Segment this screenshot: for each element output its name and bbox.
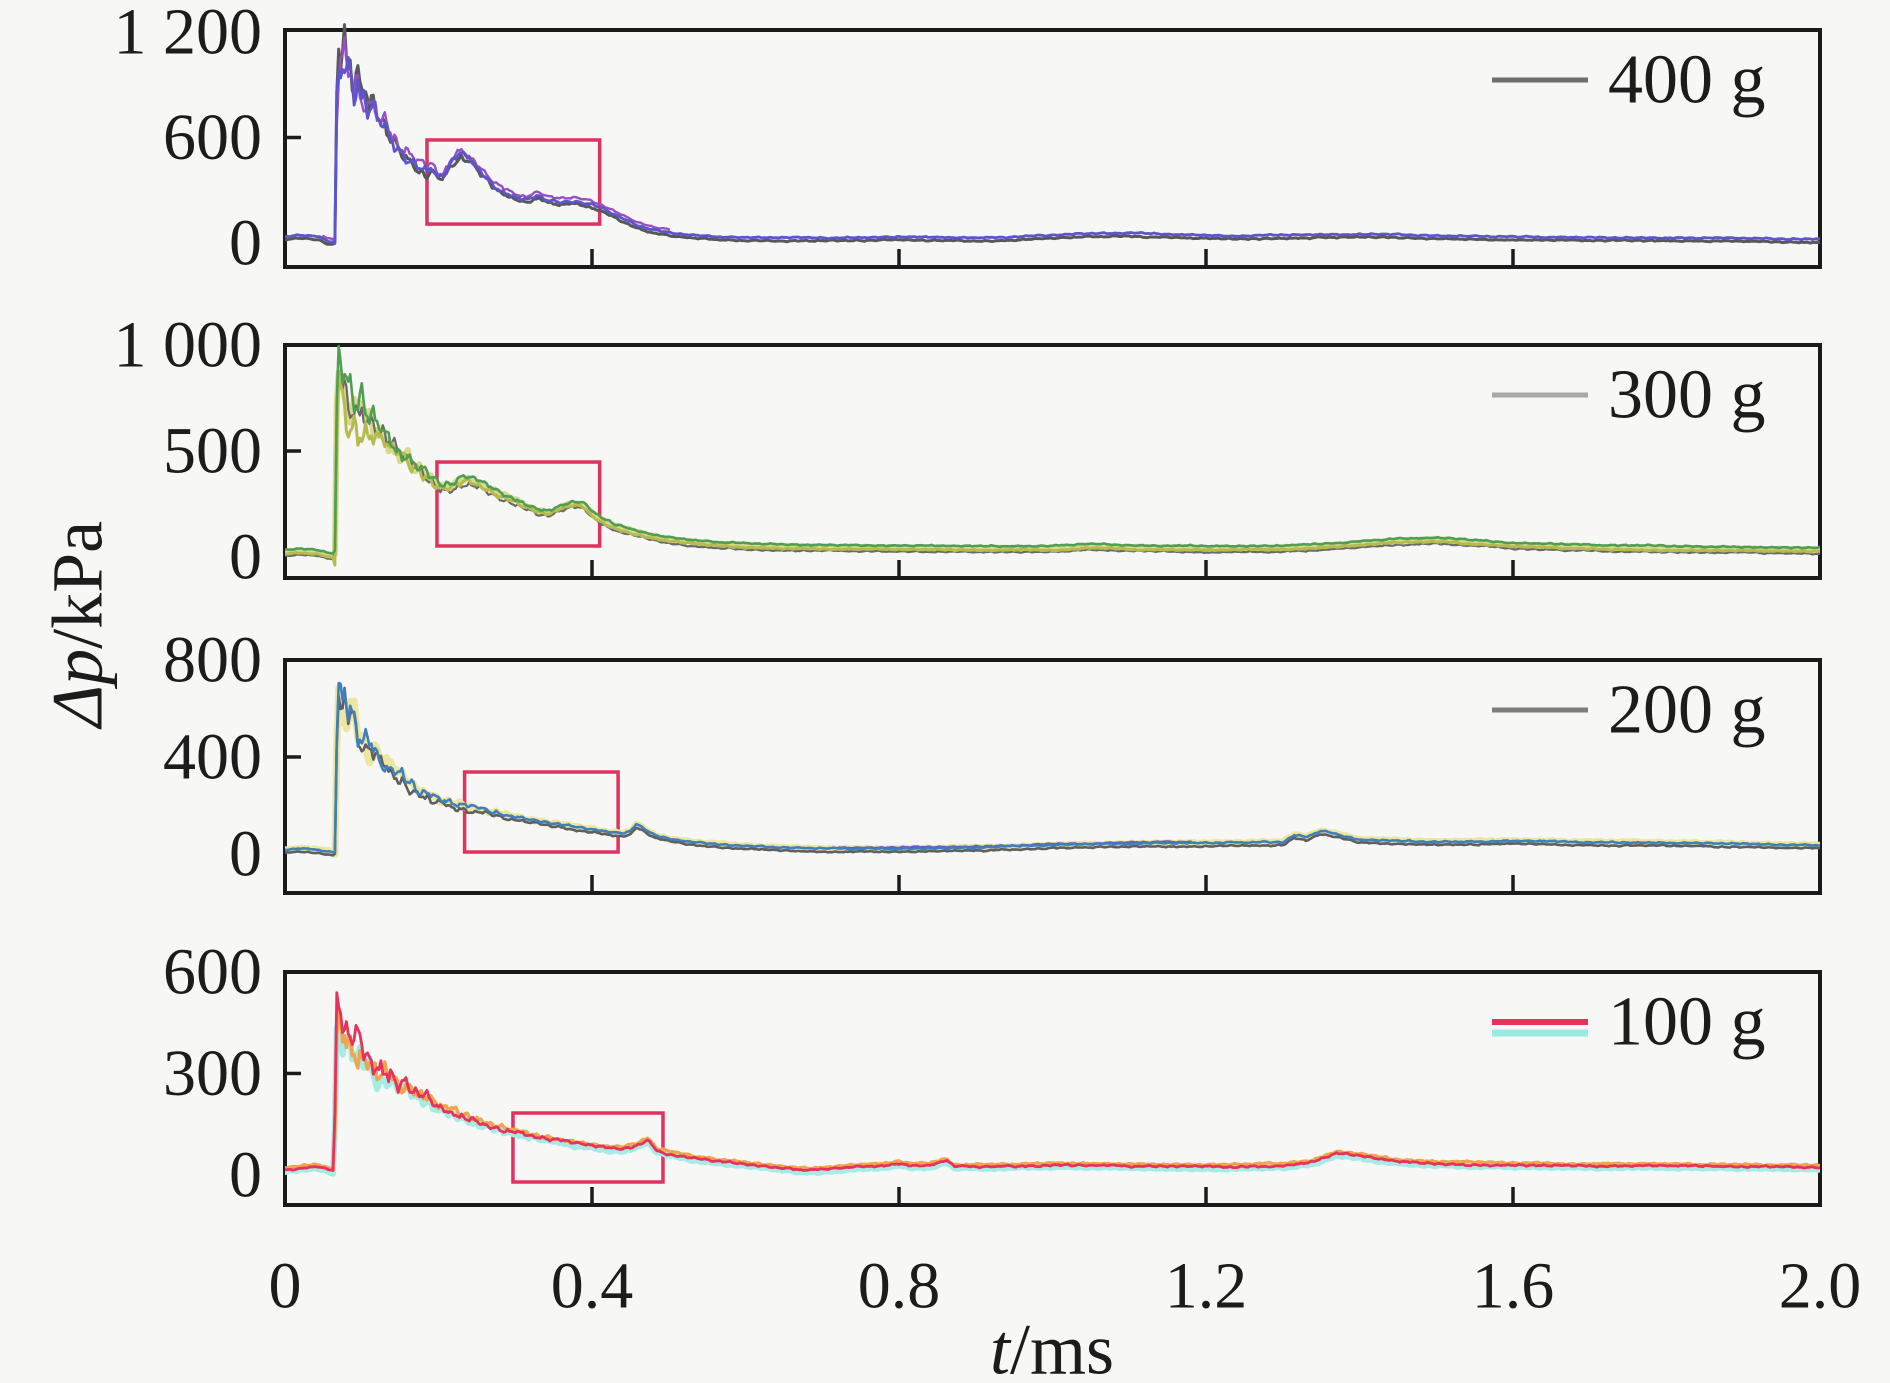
panel-300g: 1 000 500 0 300 g — [114, 309, 1822, 594]
y-axis-label: Δp/kPa — [37, 521, 120, 727]
traces-400g — [285, 23, 1820, 246]
ytick-label-100g-600: 600 — [163, 936, 262, 1009]
ytick-label-200g-400: 400 — [163, 720, 262, 793]
trace-400g-2 — [285, 56, 1820, 245]
traces-200g — [285, 681, 1820, 858]
panel-100g-border — [283, 970, 1822, 1207]
trace-200g-1 — [285, 686, 1820, 857]
highlight-rect-400g — [425, 138, 602, 226]
ytick-label-400g-0: 0 — [229, 207, 262, 280]
panel-200g: 800 400 0 200 g — [163, 624, 1822, 895]
x-axis-label-unit: /ms — [1009, 1309, 1115, 1383]
ytick-label-300g-1000: 1 000 — [114, 309, 263, 382]
x-axis-label-variable: t — [989, 1309, 1010, 1383]
legend-label-400g: 400 g — [1608, 42, 1766, 119]
xtick-label-0.4: 0.4 — [551, 1250, 634, 1323]
xtick-label-0: 0 — [269, 1250, 302, 1323]
trace-400g-0 — [285, 23, 1820, 246]
ytick-label-200g-800: 800 — [163, 624, 262, 697]
xtick-label-0.8: 0.8 — [858, 1250, 941, 1323]
trace-100g-2 — [285, 991, 1820, 1172]
panel-300g-border — [283, 343, 1822, 580]
xtick-label-1.6: 1.6 — [1472, 1250, 1555, 1323]
trace-300g-2 — [285, 369, 1820, 567]
trace-100g-0 — [285, 1018, 1820, 1177]
legend-label-300g: 300 g — [1608, 357, 1766, 434]
x-axis-label: t/ms — [990, 1309, 1114, 1383]
y-axis-label-variable: Δp — [37, 648, 118, 728]
legend-label-200g: 200 g — [1608, 672, 1766, 749]
panel-100g: 600 300 0 100 g — [163, 936, 1822, 1211]
panel-200g-border — [283, 658, 1822, 895]
legend-label-100g: 100 g — [1608, 984, 1766, 1061]
ytick-label-300g-500: 500 — [163, 415, 262, 488]
traces-300g — [285, 344, 1820, 567]
trace-100g-1 — [285, 1007, 1820, 1172]
ytick-label-100g-0: 0 — [229, 1138, 262, 1211]
highlight-rect-200g — [462, 770, 620, 854]
trace-300g-3 — [285, 344, 1820, 555]
ytick-label-300g-0: 0 — [229, 521, 262, 594]
y-axis-label-unit: /kPa — [37, 520, 118, 649]
highlight-rect-300g — [435, 460, 602, 548]
panel-400g-border — [283, 28, 1822, 269]
ytick-label-200g-0: 0 — [229, 817, 262, 890]
xtick-label-2.0: 2.0 — [1779, 1250, 1862, 1323]
ytick-label-400g-1200: 1 200 — [114, 0, 263, 68]
traces-100g — [285, 991, 1820, 1177]
trace-300g-1 — [285, 373, 1820, 561]
ytick-label-400g-600: 600 — [163, 101, 262, 174]
trace-200g-3 — [285, 681, 1820, 854]
panel-400g: 1 200 600 0 400 g — [114, 0, 1822, 280]
xtick-label-1.2: 1.2 — [1165, 1250, 1248, 1323]
ytick-label-100g-300: 300 — [163, 1037, 262, 1110]
